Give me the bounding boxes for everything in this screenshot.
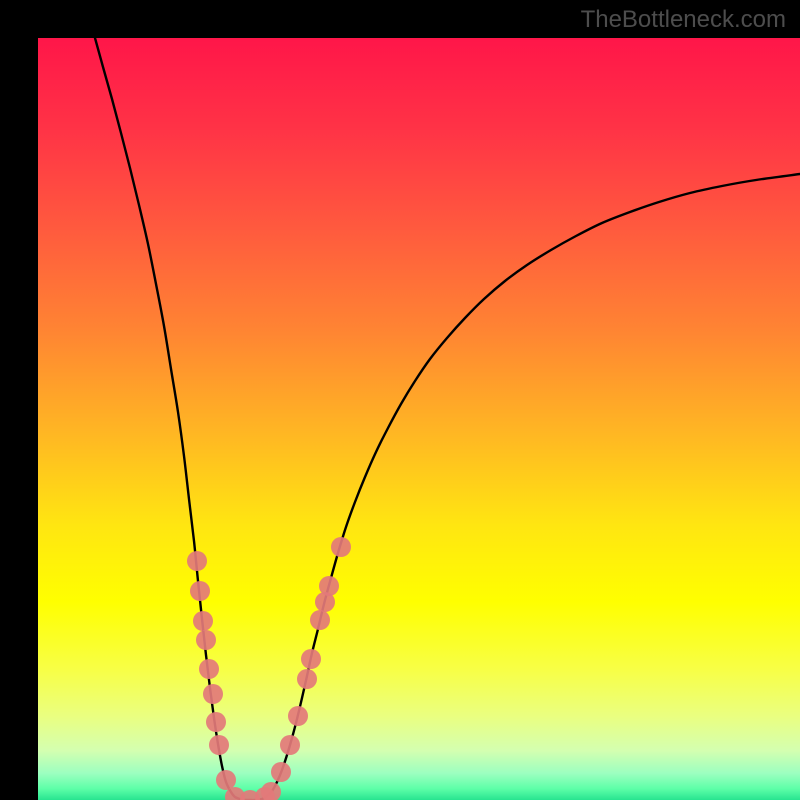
data-marker [203, 684, 223, 704]
data-marker [261, 782, 281, 800]
data-marker [187, 551, 207, 571]
data-marker [206, 712, 226, 732]
data-marker [280, 735, 300, 755]
data-marker [288, 706, 308, 726]
data-marker [301, 649, 321, 669]
data-marker [193, 611, 213, 631]
data-marker [209, 735, 229, 755]
chart-container: TheBottleneck.com [0, 0, 800, 800]
data-marker [310, 610, 330, 630]
data-marker [271, 762, 291, 782]
data-marker [331, 537, 351, 557]
data-marker [196, 630, 216, 650]
data-marker [297, 669, 317, 689]
data-marker [216, 770, 236, 790]
data-marker [319, 576, 339, 596]
watermark-text: TheBottleneck.com [581, 6, 786, 34]
data-marker [190, 581, 210, 601]
marker-layer [0, 0, 800, 800]
data-marker [199, 659, 219, 679]
